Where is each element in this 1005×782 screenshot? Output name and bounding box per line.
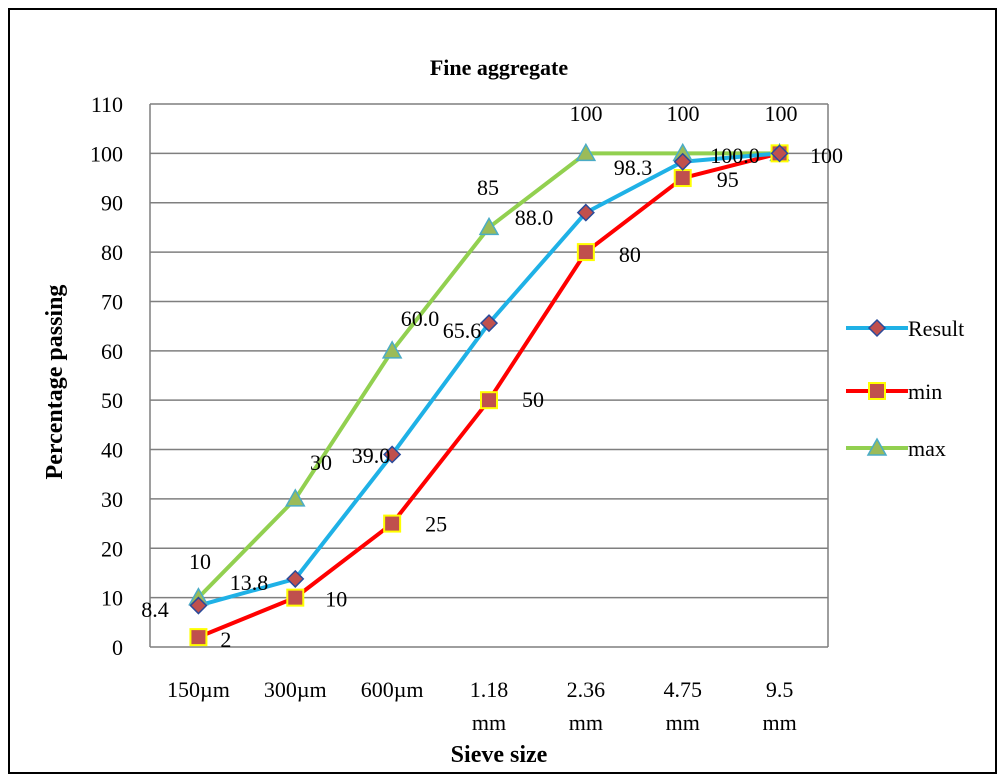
data-point-result xyxy=(189,596,208,615)
x-tick-label: 9.5 xyxy=(766,677,794,702)
y-tick-label: 30 xyxy=(101,487,123,512)
data-point-result xyxy=(576,203,595,222)
data-point-max xyxy=(381,340,403,359)
data-point-result xyxy=(286,569,305,588)
data-point-min xyxy=(673,169,692,188)
x-tick-label: 4.75 xyxy=(663,677,702,702)
data-point-min xyxy=(286,588,305,607)
y-tick-label: 0 xyxy=(112,635,123,660)
y-tick-label: 10 xyxy=(101,586,123,611)
data-label-max: 10 xyxy=(189,549,211,574)
x-tick-label: 600µm xyxy=(361,677,424,702)
legend-label-min: min xyxy=(908,379,942,404)
data-point-max xyxy=(478,216,500,236)
data-point-result xyxy=(383,445,402,464)
y-tick-label: 80 xyxy=(101,240,123,265)
data-point-result xyxy=(770,144,789,163)
data-label-result: 65.6 xyxy=(443,318,482,343)
data-label-result: 13.8 xyxy=(230,570,269,595)
data-label-max: 30 xyxy=(310,450,332,475)
data-point-max xyxy=(575,142,597,162)
data-label-min: 10 xyxy=(325,587,347,612)
legend-marker-result xyxy=(867,318,887,338)
y-tick-label: 40 xyxy=(101,438,123,463)
y-tick-label: 50 xyxy=(101,388,123,413)
data-point-result xyxy=(673,152,692,171)
data-label-min: 25 xyxy=(425,512,447,537)
x-tick-label: 300µm xyxy=(264,677,327,702)
x-tick-labels: 150µm 300µm 600µm 1.18 mm 2.36 mm 4.75 mm 9.5 mm xyxy=(167,677,797,735)
y-axis-title: Percentage passing xyxy=(42,285,68,480)
data-label-max: 100 xyxy=(667,101,700,126)
data-label-result: 8.4 xyxy=(141,597,169,622)
x-tick-label: mm xyxy=(472,710,506,735)
x-tick-label: 2.36 xyxy=(567,677,606,702)
legend: Result min max xyxy=(846,316,964,461)
legend-marker-min xyxy=(868,382,886,400)
x-tick-label: mm xyxy=(569,710,603,735)
data-label-min: 80 xyxy=(619,242,641,267)
data-point-result xyxy=(479,314,499,333)
chart-title: Fine aggregate xyxy=(430,55,569,80)
y-tick-label: 70 xyxy=(101,289,123,314)
data-label-min: 50 xyxy=(522,387,544,412)
y-tick-label: 100 xyxy=(90,141,123,166)
legend-label-max: max xyxy=(908,436,946,461)
data-label-max: 60.0 xyxy=(401,306,440,331)
y-tick-label: 20 xyxy=(101,536,123,561)
data-label-max: 85 xyxy=(477,175,499,200)
x-tick-label: 150µm xyxy=(167,677,230,702)
y-tick-label: 90 xyxy=(101,191,123,216)
y-tick-label: 110 xyxy=(91,92,123,117)
x-tick-label: mm xyxy=(666,710,700,735)
data-labels: 8.4 13.8 39.0 65.6 88.0 98.3 100.0 2 10 25 50 80 95 1… xyxy=(141,101,843,652)
data-label-result: 98.3 xyxy=(614,155,653,180)
data-label-max: 100 xyxy=(765,101,798,126)
legend-label-result: Result xyxy=(908,316,964,341)
data-point-max xyxy=(285,488,306,507)
data-label-result: 88.0 xyxy=(515,205,554,230)
x-tick-label: 1.18 xyxy=(470,677,509,702)
gridlines xyxy=(149,103,829,648)
y-tick-label: 60 xyxy=(101,339,123,364)
data-point-min xyxy=(189,628,208,647)
data-label-result: 100.0 xyxy=(710,143,760,168)
data-label-min: 2 xyxy=(220,627,231,652)
x-tick-label: mm xyxy=(762,710,796,735)
data-label-result: 39.0 xyxy=(352,443,391,468)
data-label-max: 100 xyxy=(570,101,603,126)
chart-border xyxy=(8,8,997,774)
series-markers xyxy=(188,142,790,647)
data-label-min: 95 xyxy=(717,167,739,192)
data-label-min: 100 xyxy=(810,143,843,168)
data-point-min xyxy=(576,243,595,262)
y-tick-labels: 0 10 20 30 40 50 60 70 80 90 100 110 xyxy=(90,92,123,660)
legend-marker-max xyxy=(866,437,888,456)
data-point-min xyxy=(480,391,498,410)
x-axis-title: Sieve size xyxy=(451,742,548,768)
data-point-min xyxy=(383,514,402,533)
